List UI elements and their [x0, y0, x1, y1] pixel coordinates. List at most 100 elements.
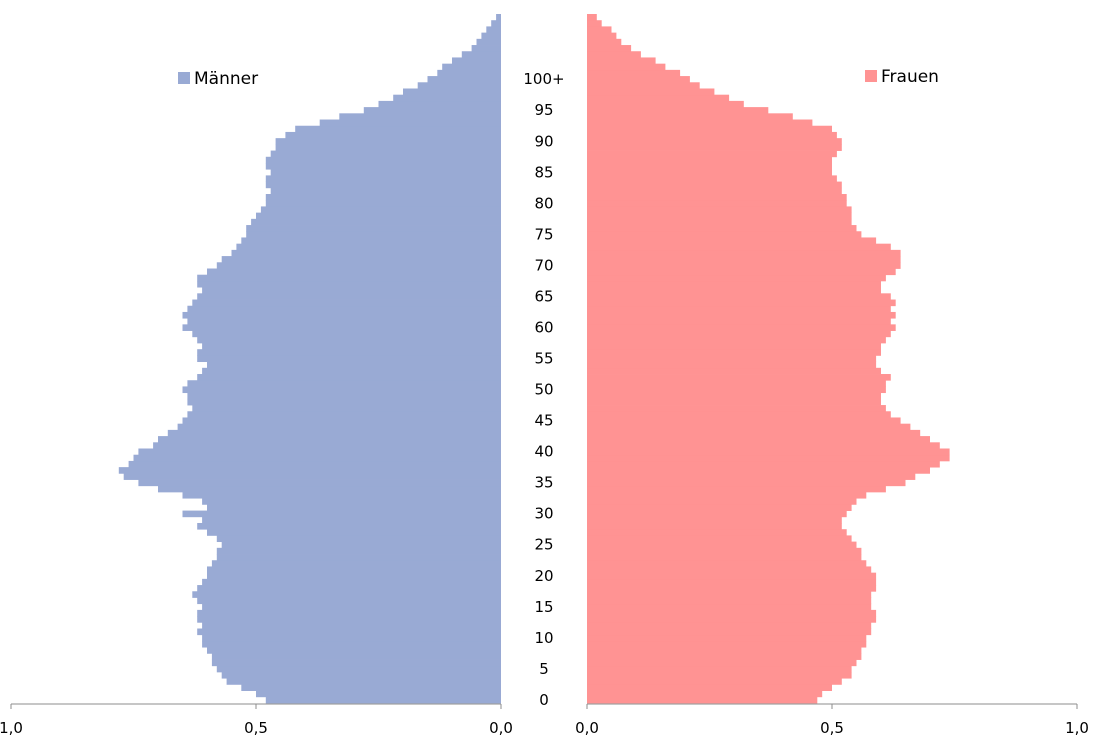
men-bar — [211, 560, 501, 567]
women-bar — [587, 231, 862, 238]
men-bar — [221, 671, 501, 679]
men-bar — [265, 175, 501, 182]
men-bar — [187, 380, 501, 387]
men-bar — [241, 237, 502, 245]
women-bar — [587, 342, 881, 350]
women-bar — [587, 243, 891, 251]
men-bar — [265, 156, 501, 164]
men-bar — [153, 442, 501, 449]
age-label: 45 — [534, 412, 553, 430]
women-bar — [587, 436, 930, 443]
men-bar — [197, 585, 501, 592]
women-bar — [587, 429, 921, 437]
women-bar — [587, 162, 832, 170]
men-bar — [221, 256, 501, 263]
women-bar — [587, 374, 891, 381]
women-bar — [587, 485, 886, 493]
women-bar — [587, 529, 847, 536]
women-bar — [587, 498, 857, 505]
men-bar — [197, 280, 501, 288]
women-bar — [587, 367, 881, 375]
men-bar — [393, 94, 501, 102]
men-bar — [138, 479, 501, 487]
women-bar — [587, 392, 881, 400]
age-labels-group: 0 5 10 15 20 25 30 35 40 45 50 55 60 65 70 75 80 85 90 95 10… — [523, 70, 564, 709]
women-bar — [587, 131, 837, 139]
men-bar — [265, 162, 501, 170]
women-bar — [587, 218, 852, 226]
men-bar — [207, 566, 501, 574]
men-bar — [187, 411, 501, 418]
women-bar — [587, 200, 847, 207]
women-bar — [587, 100, 744, 108]
women-bar — [587, 138, 842, 145]
men-bar — [461, 51, 501, 58]
men-bar — [241, 684, 502, 691]
men-bar — [118, 467, 502, 474]
legend-women-swatch — [865, 70, 877, 82]
women-bar — [587, 324, 896, 331]
women-bar — [587, 63, 666, 71]
men-bar — [192, 330, 502, 338]
men-bar — [187, 318, 501, 325]
men-bar — [197, 349, 501, 356]
men-bar — [236, 243, 501, 251]
women-bar — [587, 585, 877, 592]
men-bar — [246, 231, 501, 238]
women-bar — [587, 473, 916, 480]
women-bar — [587, 330, 891, 338]
women-bar — [587, 194, 847, 201]
men-bar — [197, 274, 501, 282]
men-bar — [260, 206, 501, 214]
women-bar — [587, 206, 852, 214]
age-label: 65 — [534, 287, 553, 305]
women-bar — [587, 628, 872, 636]
women-bar — [587, 467, 930, 474]
women-bar — [587, 405, 886, 412]
women-x-tick-label: 1,0 — [1065, 719, 1089, 737]
men-bar — [221, 541, 501, 549]
women-bar — [587, 386, 886, 394]
men-bar — [158, 436, 501, 443]
women-bar — [587, 76, 690, 83]
men-bar — [197, 374, 501, 381]
women-bar — [587, 336, 886, 344]
men-bar — [187, 392, 501, 400]
men-bar — [363, 107, 501, 114]
men-x-tick-label: 0,5 — [244, 719, 268, 737]
women-bar — [587, 671, 852, 679]
women-bar — [587, 119, 813, 127]
women-x-tick-label: 0,0 — [575, 719, 599, 737]
men-bar — [177, 423, 501, 431]
women-bar — [587, 88, 715, 96]
men-bar — [197, 336, 501, 344]
men-bar — [182, 417, 501, 425]
men-bar — [256, 212, 501, 220]
women-bar — [587, 212, 852, 220]
men-bar — [202, 516, 501, 524]
women-bar — [587, 69, 681, 77]
men-bar — [285, 131, 501, 139]
legend-women: Frauen — [865, 67, 939, 87]
men-bar — [202, 342, 501, 350]
women-bar — [587, 181, 842, 189]
women-bar — [587, 659, 857, 667]
men-bar — [202, 634, 501, 642]
age-label: 10 — [534, 629, 553, 647]
women-bar — [587, 51, 641, 58]
men-bar — [231, 249, 501, 257]
men-bar — [207, 529, 501, 536]
women-bar — [587, 634, 867, 642]
women-bar — [587, 299, 896, 307]
women-bar — [587, 237, 877, 245]
men-bar — [246, 225, 501, 232]
women-bar — [587, 380, 886, 387]
age-label: 80 — [534, 194, 553, 212]
men-bar — [192, 591, 502, 598]
women-bar — [587, 268, 896, 276]
men-bar — [295, 125, 501, 133]
men-bar — [182, 386, 501, 394]
women-bar — [587, 591, 872, 598]
men-bar — [491, 20, 501, 27]
men-bar — [182, 311, 501, 319]
